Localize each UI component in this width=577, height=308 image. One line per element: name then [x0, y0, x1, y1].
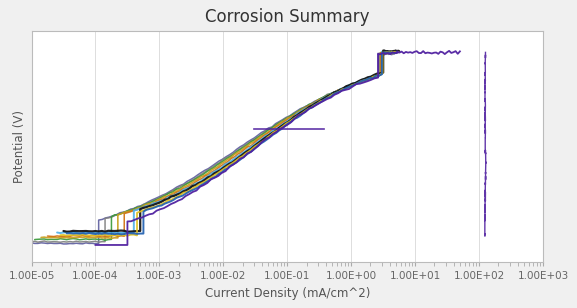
Y-axis label: Potential (V): Potential (V)	[13, 110, 26, 183]
X-axis label: Current Density (mA/cm^2): Current Density (mA/cm^2)	[205, 287, 370, 300]
Title: Corrosion Summary: Corrosion Summary	[205, 8, 369, 26]
